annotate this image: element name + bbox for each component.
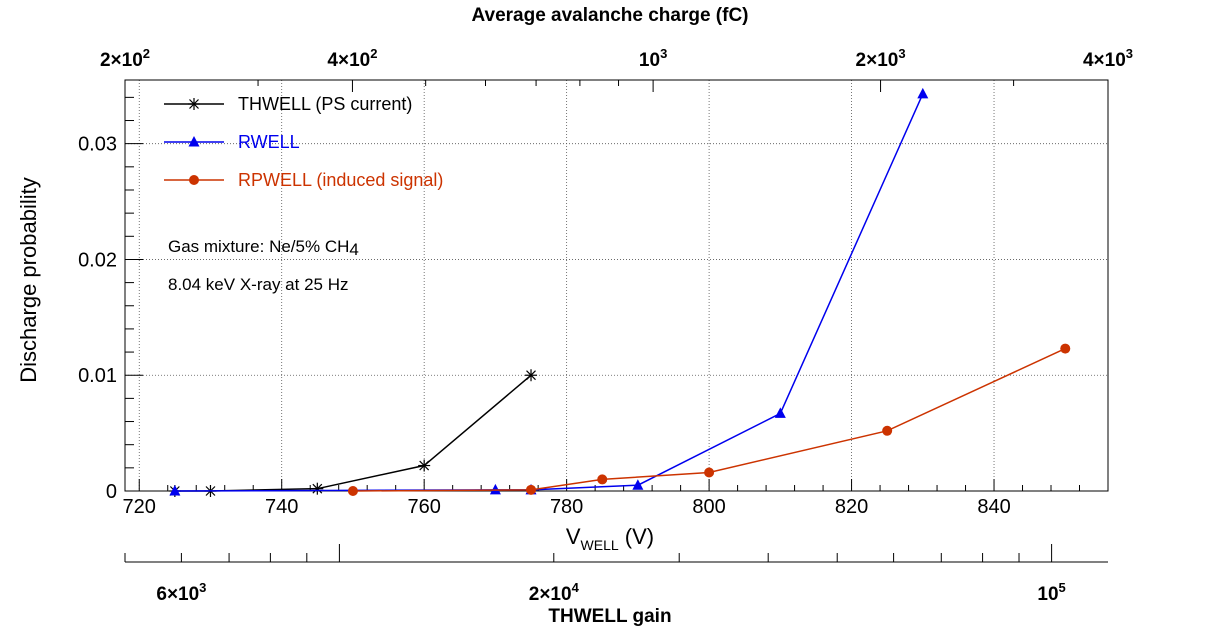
top-tick-label: 4×102	[327, 46, 377, 71]
top-axis-title: Average avalanche charge (fC)	[471, 5, 748, 26]
data-point-rpwell	[1060, 343, 1071, 354]
data-point-rwell	[169, 485, 181, 496]
annotation-gas-sub: 4	[349, 240, 358, 259]
data-point-rpwell	[526, 484, 537, 495]
legend: THWELL (PS current) RWELL RPWELL (induced …	[164, 94, 443, 190]
data-point-rpwell	[347, 486, 358, 496]
data-point-thwell	[525, 369, 538, 382]
data-point-rpwell	[704, 467, 715, 478]
legend-marker-rwell	[188, 136, 200, 147]
top-tick-label: 103	[639, 46, 667, 71]
x-tick-label: 820	[835, 496, 868, 518]
x-tick-label: 740	[265, 496, 298, 518]
legend-marker-thwell	[188, 98, 200, 110]
data-point-thwell	[418, 459, 431, 472]
bottom-tick-label: 2×104	[529, 580, 580, 605]
data-point-rwell	[917, 87, 929, 99]
legend-marker-rpwell	[189, 175, 199, 185]
star-stroke	[419, 460, 430, 471]
top-tick-label: 4×103	[1083, 46, 1133, 71]
data-point-rwell	[774, 407, 786, 418]
data-point-rwell	[632, 479, 644, 490]
bottom-axis-title: THWELL gain	[548, 606, 671, 627]
top-tick-label: 2×102	[100, 46, 150, 71]
x-axis-title-unit: (V)	[619, 524, 654, 549]
x-axis-title: VWELL (V)	[566, 524, 654, 553]
x-tick-label: 780	[550, 496, 583, 518]
x-tick-label: 800	[692, 496, 725, 518]
data-point-rpwell	[597, 474, 608, 485]
y-tick-label: 0.03	[78, 134, 117, 156]
y-tick-label: 0.01	[78, 365, 117, 387]
legend-label-rpwell: RPWELL (induced signal)	[238, 170, 443, 190]
series-line-thwell	[174, 374, 532, 492]
x-tick-label: 720	[123, 496, 156, 518]
x-axis-title-sub: WELL	[581, 537, 619, 553]
y-tick-label: 0.02	[78, 249, 117, 271]
x-tick-label: 840	[977, 496, 1010, 518]
series-line-rpwell	[352, 347, 1066, 492]
data-point-thwell	[311, 482, 324, 495]
bottom-tick-label: 6×103	[156, 580, 206, 605]
series-layer	[168, 87, 1071, 497]
data-point-rpwell	[882, 425, 893, 436]
legend-label-rwell: RWELL	[238, 132, 300, 152]
annotation-gas-text: Gas mixture: Ne/5% CH	[168, 237, 349, 256]
plot-frame	[124, 79, 1109, 492]
y-axis-title: Discharge probability	[16, 177, 41, 382]
grid-layer	[125, 80, 1108, 491]
label-layer: 720 740 760 780 800 820 840 0 0.01 0.02 0.03 2×102 4…	[78, 46, 1133, 605]
annotation-gas-mixture: Gas mixture: Ne/5% CH4	[168, 237, 359, 259]
x-tick-label: 760	[407, 496, 440, 518]
bottom-tick-label: 105	[1037, 580, 1065, 605]
star-stroke	[312, 483, 323, 494]
data-point-rwell	[489, 483, 501, 495]
annotation-xray: 8.04 keV X-ray at 25 Hz	[168, 275, 348, 294]
x-axis-title-main: V	[566, 524, 581, 549]
y-tick-label: 0	[106, 481, 117, 503]
star-stroke	[526, 370, 536, 381]
top-tick-label: 2×103	[856, 46, 906, 71]
star-stroke	[189, 99, 199, 109]
legend-label-thwell: THWELL (PS current)	[238, 94, 412, 114]
